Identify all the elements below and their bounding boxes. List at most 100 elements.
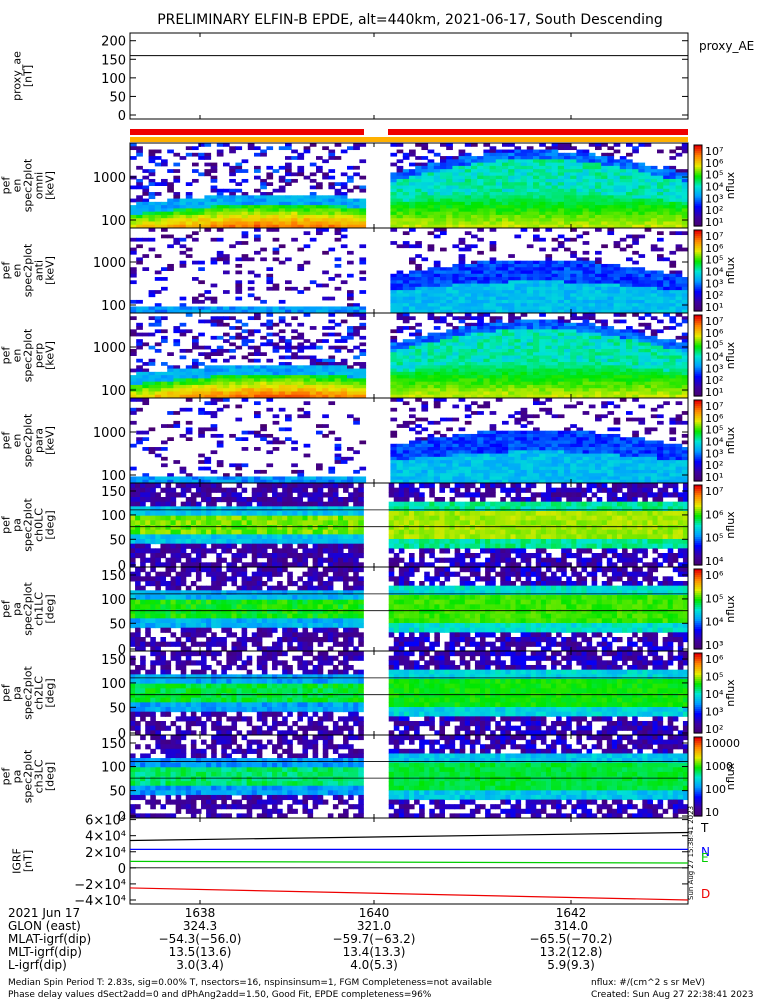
y-tick-label: 150 [101,485,126,500]
svg-text:[keV]: [keV] [44,171,57,200]
colorbar-segment [694,256,702,259]
colorbar-segment [694,760,702,764]
footer-value-time: 1642 [556,906,587,920]
svg-text:pef: pef [0,261,13,280]
colorbar-segment [694,230,702,233]
colorbar-segment [694,740,702,744]
y-axis-label: elbpefenspec2plotpara[keV] [0,413,57,467]
y-tick-label: 0 [118,109,126,124]
colorbar-tick-label: 10⁷ [705,485,723,498]
y-tick-label: −4×10⁴ [74,894,126,909]
colorbar-segment [694,165,702,168]
colorbar-segment [694,444,702,448]
colorbar-segment [694,393,702,397]
colorbar-segment [694,308,702,312]
colorbar-segment [694,772,702,776]
colorbar-segment [694,181,702,185]
colorbar-segment [694,359,702,363]
footer-value-mlt: 13.5(13.6) [169,945,232,959]
colorbar-tick-label: 10⁵ [705,532,723,545]
svg-text:pef: pef [0,176,13,195]
colorbar-segment [694,209,702,213]
colorbar-segment [694,782,702,785]
colorbar-segment [694,317,702,320]
colorbar-segment [694,729,702,732]
footer-value-l: 5.9(9.3) [547,958,595,972]
colorbar-segment [694,410,702,413]
y-tick-label: 100 [101,214,126,229]
colorbar-tick-label: 10⁶ [705,569,724,582]
colorbar-tick-label: 10² [705,289,723,302]
colorbar-segment [694,321,702,324]
colorbar-tick-label: 10³ [705,362,723,375]
colorbar-segment [694,723,702,726]
colorbar-segment [694,553,702,556]
colorbar-segment [694,487,702,490]
igrf-legend-D: D [701,887,710,901]
colorbar-segment [694,381,702,385]
colorbar-segment [694,525,702,528]
colorbar-segment [694,422,702,425]
colorbar-segment [694,800,702,803]
colorbar-tick-label: 10⁶ [705,653,724,666]
colorbar-segment [694,493,702,496]
spectrogram [130,483,689,568]
colorbar-segment [694,505,702,508]
colorbar-segment [694,709,702,712]
colorbar-segment [694,489,702,492]
colorbar-segment [694,545,702,548]
colorbar-segment [694,625,702,628]
colorbar-segment [694,513,702,516]
colorbar-segment [694,355,702,359]
colorbar-segment [694,353,702,357]
colorbar-segment [694,288,702,292]
colorbar-unit: nflux [724,171,737,199]
colorbar-segment [694,306,702,310]
colorbar-segment [694,377,702,381]
colorbar-segment [694,659,702,662]
colorbar-segment [694,792,702,795]
colorbar-segment [694,246,702,249]
colorbar-segment [694,561,702,564]
colorbar-segment [694,258,702,261]
colorbar-tick-label: 10⁵ [705,339,723,352]
colorbar-segment [694,254,702,257]
colorbar-segment [694,645,702,648]
colorbar-segment [694,641,702,644]
colorbar-segment [694,705,702,708]
colorbar-segment [694,501,702,504]
colorbar-segment [694,460,702,464]
colorbar-segment [694,529,702,532]
y-axis-label: elbpefpaspec2plotch2LC[deg] [0,666,57,720]
footer-value-mlat: −65.5(−70.2) [530,932,613,946]
footer-row-label: MLT-igrf(dip) [8,945,82,959]
colorbar-segment [694,323,702,326]
panel-igrf [129,817,689,905]
colorbar-segment [694,575,702,578]
colorbar-segment [694,383,702,387]
colorbar-tick-label: 10² [705,204,723,217]
svg-text:[nT]: [nT] [22,65,35,87]
colorbar-frame [693,399,703,482]
y-tick-label: 150 [101,737,126,752]
colorbar-segment [694,402,702,405]
colorbar-segment [694,663,702,666]
colorbar-segment [694,199,702,203]
colorbar-tick-label: 10¹ [705,471,723,484]
colorbar-segment [694,474,702,478]
colorbar-segment [694,657,702,660]
svg-text:elb: elb [0,262,2,279]
y-axis-label: proxy_ae[nT] [11,51,35,101]
colorbar-segment [694,442,702,446]
colorbar-segment [694,276,702,280]
colorbar-segment [694,633,702,636]
colorbar-segment [694,187,702,191]
colorbar-segment [694,236,702,239]
colorbar-segment [694,217,702,221]
y-tick-label: 0 [118,862,126,877]
svg-text:elb: elb [0,177,2,194]
y-axis-label: elbpefenspec2plotperp[keV] [0,328,57,382]
footer-note-1: Median Spin Period T: 2.83s, sig=0.00% T… [8,978,492,988]
colorbar-unit: nflux [724,256,737,284]
colorbar-unit: nflux [724,679,737,707]
